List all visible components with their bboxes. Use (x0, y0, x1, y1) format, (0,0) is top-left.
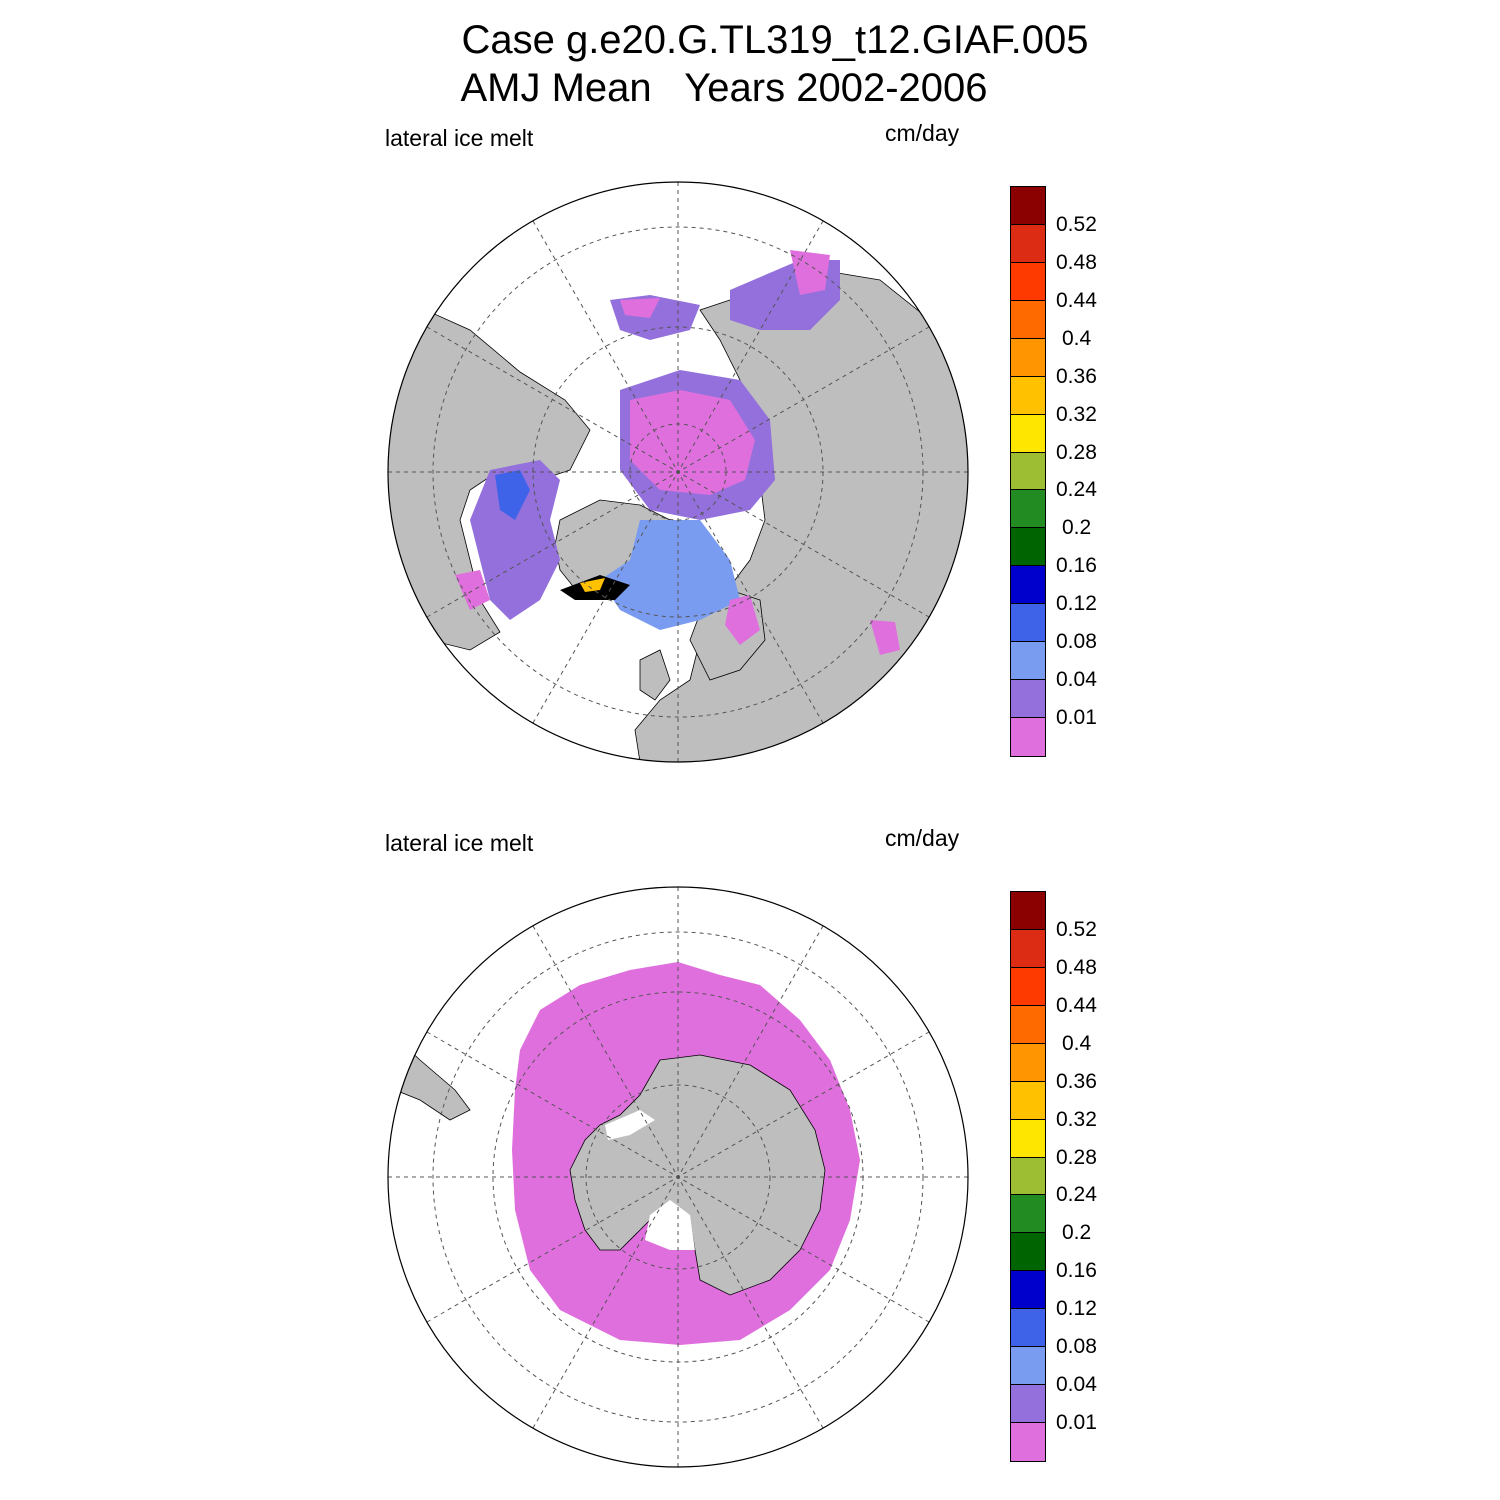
north-colorbar-tick-label: 0.28 (1056, 440, 1097, 464)
south-colorbar-swatch (1011, 1309, 1045, 1348)
north-colorbar-tick-label: 0.36 (1056, 364, 1097, 388)
south-colorbar-tick-label: 0.04 (1056, 1373, 1097, 1397)
south-colorbar-tick-label: 0.08 (1056, 1335, 1097, 1359)
north-colorbar-swatch (1011, 642, 1045, 681)
south-colorbar-swatch (1011, 892, 1045, 930)
north-colorbar-tick-label: 0.16 (1056, 554, 1097, 578)
south-colorbar-swatch (1011, 1271, 1045, 1310)
south-map-border (387, 886, 969, 1468)
figure-title-line2: AMJ Mean Years 2002-2006 (460, 66, 988, 110)
south-units-label: cm/day (885, 825, 960, 851)
south-colorbar-tick-label: 0.32 (1056, 1107, 1097, 1131)
south-colorbar-swatch (1011, 1043, 1045, 1082)
north-colorbar-swatch (1011, 338, 1045, 377)
south-colorbar (1010, 891, 1046, 1462)
north-colorbar-swatch (1011, 490, 1045, 529)
south-colorbar-tick-label: 0.2 (1062, 1221, 1092, 1245)
south-meridian-grid (388, 887, 968, 1467)
north-colorbar-tick-label: 0.48 (1056, 250, 1097, 274)
north-colorbar-tick-label: 0.08 (1056, 630, 1097, 654)
north-colorbar-swatch (1011, 528, 1045, 567)
south-colorbar-tick-label: 0.36 (1056, 1069, 1097, 1093)
south-colorbar-swatch (1011, 1195, 1045, 1234)
figure-title-line1: Case g.e20.G.TL319_t12.GIAF.005 (461, 18, 1089, 62)
north-colorbar-tick-label: 0.4 (1062, 326, 1092, 350)
north-colorbar-swatch (1011, 566, 1045, 605)
south-colorbar-swatch (1011, 1423, 1045, 1461)
north-sea-ice (455, 250, 900, 655)
north-units-label: cm/day (885, 120, 960, 146)
north-colorbar-swatch (1011, 300, 1045, 339)
north-meridian-grid (388, 182, 968, 762)
north-colorbar-tick-label: 0.01 (1056, 706, 1097, 730)
north-colorbar-swatch (1011, 187, 1045, 225)
south-colorbar-swatch (1011, 1385, 1045, 1424)
south-colorbar-tick-label: 0.01 (1056, 1411, 1097, 1435)
north-colorbar-tick-label: 0.12 (1056, 592, 1097, 616)
south-polar-map (387, 886, 969, 1468)
south-variable-label: lateral ice melt (385, 830, 534, 856)
north-colorbar-swatch (1011, 452, 1045, 491)
north-colorbar-tick-label: 0.2 (1062, 516, 1092, 540)
south-colorbar-swatch (1011, 1081, 1045, 1120)
south-colorbar-swatch (1011, 1119, 1045, 1158)
north-colorbar-swatch (1011, 680, 1045, 719)
north-map-border (387, 181, 969, 763)
weddell-ice-shelf (605, 1110, 655, 1140)
north-colorbar-tick-label: 0.44 (1056, 288, 1097, 312)
south-colorbar-swatch (1011, 1233, 1045, 1272)
south-colorbar-swatch (1011, 1005, 1045, 1044)
south-colorbar-tick-label: 0.16 (1056, 1259, 1097, 1283)
north-colorbar (1010, 186, 1046, 757)
north-polar-map (387, 181, 969, 763)
south-colorbar-tick-label: 0.24 (1056, 1183, 1097, 1207)
south-colorbar-swatch (1011, 967, 1045, 1006)
north-colorbar-swatch (1011, 604, 1045, 643)
north-variable-label: lateral ice melt (385, 125, 534, 151)
north-colorbar-tick-label: 0.52 (1056, 212, 1097, 236)
south-colorbar-tick-label: 0.44 (1056, 993, 1097, 1017)
north-colorbar-tick-label: 0.32 (1056, 402, 1097, 426)
south-colorbar-tick-label: 0.28 (1056, 1145, 1097, 1169)
south-colorbar-tick-label: 0.12 (1056, 1297, 1097, 1321)
south-colorbar-swatch (1011, 1157, 1045, 1196)
north-colorbar-tick-label: 0.24 (1056, 478, 1097, 502)
north-colorbar-swatch (1011, 376, 1045, 415)
north-colorbar-tick-label: 0.04 (1056, 668, 1097, 692)
south-colorbar-swatch (1011, 1347, 1045, 1386)
south-colorbar-tick-label: 0.52 (1056, 917, 1097, 941)
north-colorbar-swatch (1011, 718, 1045, 756)
north-colorbar-swatch (1011, 262, 1045, 301)
north-colorbar-swatch (1011, 414, 1045, 453)
south-colorbar-tick-label: 0.4 (1062, 1031, 1092, 1055)
south-colorbar-swatch (1011, 929, 1045, 968)
north-colorbar-swatch (1011, 224, 1045, 263)
south-colorbar-tick-label: 0.48 (1056, 955, 1097, 979)
